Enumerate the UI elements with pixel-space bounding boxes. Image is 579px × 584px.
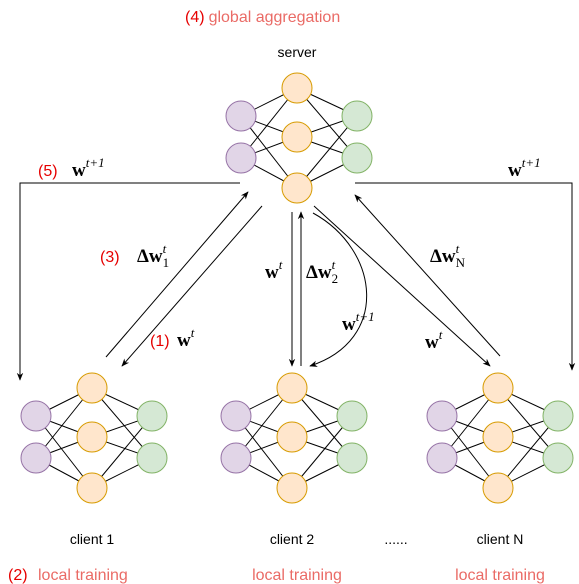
math-label: wt+1 — [508, 155, 541, 181]
math-part: w — [72, 160, 86, 181]
step-number: (1) — [150, 333, 170, 350]
upload-arrow — [354, 194, 501, 357]
neuron — [76, 372, 108, 404]
math-part: t — [163, 241, 167, 256]
neuron — [220, 400, 252, 432]
math-part: w — [425, 332, 439, 353]
math-label: wt — [265, 257, 283, 283]
math-label: wt — [177, 325, 195, 351]
neuron — [281, 172, 313, 204]
next-round-arrow — [309, 212, 368, 367]
client-label: client N — [477, 531, 524, 547]
math-part: Δw — [306, 262, 332, 283]
math-part: t — [439, 327, 443, 342]
arrows — [16, 182, 576, 381]
broadcast-arrow — [355, 182, 576, 371]
neuron — [76, 472, 108, 504]
neuron — [136, 442, 168, 474]
client-label: client 2 — [270, 531, 315, 547]
math-part: t — [332, 257, 336, 272]
math-label: ΔwNt — [430, 241, 466, 270]
neuron — [281, 72, 313, 104]
edge — [296, 115, 358, 189]
ellipsis: ...... — [384, 531, 407, 547]
broadcast-arrow — [16, 182, 240, 381]
neuron — [276, 372, 308, 404]
neuron — [281, 121, 313, 153]
neuron — [20, 442, 52, 474]
math-part: N — [456, 255, 466, 270]
math-part: t+1 — [522, 155, 541, 170]
math-part: w — [265, 262, 279, 283]
neuron — [225, 100, 257, 132]
download-arrow — [121, 205, 263, 367]
client-label: client 1 — [70, 531, 115, 547]
neuron — [482, 421, 514, 453]
neuron — [76, 421, 108, 453]
step-number: (2) — [8, 567, 28, 584]
math-label: wt+1 — [342, 309, 375, 335]
header: (4) global aggregation — [185, 9, 340, 26]
local-training-label: local training — [455, 567, 545, 584]
local-training-label: local training — [252, 567, 342, 584]
neuron — [426, 442, 458, 474]
step-number: (3) — [100, 249, 120, 266]
step-number: (4) — [185, 9, 205, 26]
math-label: Δw1t — [137, 241, 169, 270]
math-label: Δw2t — [306, 257, 338, 286]
math-part: Δw — [137, 246, 163, 267]
neuron — [336, 442, 368, 474]
math-label: wt+1 — [72, 155, 105, 181]
math-part: 2 — [332, 271, 339, 286]
math-part: 1 — [163, 255, 170, 270]
neuron — [341, 142, 373, 174]
math-part: t+1 — [356, 309, 375, 324]
math-part: t — [279, 257, 283, 272]
neuron — [336, 400, 368, 432]
edge — [91, 415, 153, 489]
server-label: server — [278, 44, 317, 60]
networks — [20, 72, 574, 504]
math-part: w — [342, 314, 356, 335]
neuron — [20, 400, 52, 432]
step-number: (5) — [38, 163, 58, 180]
neuron — [542, 442, 574, 474]
title: global aggregation — [209, 9, 341, 26]
math-part: w — [177, 330, 191, 351]
local-training-label: local training — [38, 567, 128, 584]
neuron — [276, 421, 308, 453]
neuron — [276, 472, 308, 504]
neuron — [341, 100, 373, 132]
math-part: w — [508, 160, 522, 181]
math-part: t — [456, 241, 460, 256]
neuron — [225, 142, 257, 174]
neuron — [542, 400, 574, 432]
math-label: wt — [425, 327, 443, 353]
math-part: t — [191, 325, 195, 340]
neuron — [426, 400, 458, 432]
upload-arrow — [105, 191, 249, 358]
edge — [497, 415, 559, 489]
neuron — [482, 372, 514, 404]
download-arrow — [313, 205, 491, 367]
neuron — [220, 442, 252, 474]
neuron — [482, 472, 514, 504]
neuron — [136, 400, 168, 432]
math-part: Δw — [430, 246, 456, 267]
math-part: t+1 — [86, 155, 105, 170]
edge — [291, 415, 353, 489]
